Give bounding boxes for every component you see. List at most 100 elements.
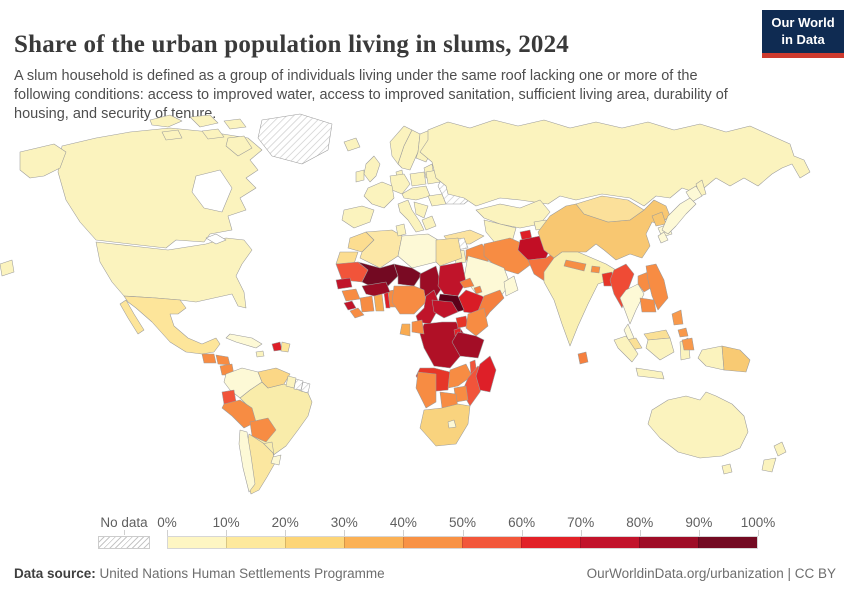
country-oman[interactable]	[503, 275, 519, 297]
country-dr-congo[interactable]	[419, 321, 465, 369]
country-philippines-mindanao[interactable]	[681, 337, 695, 351]
legend-tick-line-90%	[698, 530, 700, 536]
country-japan-kyushu[interactable]	[657, 231, 669, 244]
legend-cell-10%-20%[interactable]	[226, 537, 285, 548]
legend-cell-70%-80%[interactable]	[580, 537, 639, 548]
country-philippines-visayas[interactable]	[677, 327, 689, 338]
owid-logo[interactable]: Our World in Data	[762, 10, 844, 58]
country-united-kingdom[interactable]	[363, 155, 381, 183]
country-iceland[interactable]	[343, 137, 361, 152]
country-japan-honshu[interactable]	[661, 197, 697, 235]
country-spain-portugal[interactable]	[341, 205, 375, 229]
country-sudan[interactable]	[437, 261, 467, 297]
country-south-africa[interactable]	[419, 403, 471, 447]
country-australia-tasmania[interactable]	[721, 463, 733, 475]
country-guinea[interactable]	[341, 288, 361, 302]
country-poland[interactable]	[409, 171, 427, 187]
country-papua-new-guinea[interactable]	[721, 345, 751, 373]
country-haiti[interactable]	[271, 341, 283, 352]
legend-cell-0%-10%[interactable]	[168, 537, 226, 548]
country-senegal[interactable]	[335, 277, 353, 290]
country-ghana[interactable]	[373, 293, 385, 312]
country-russia[interactable]	[419, 119, 811, 207]
country-tanzania[interactable]	[451, 331, 485, 359]
country-tunisia[interactable]	[395, 223, 407, 237]
country-honduras[interactable]	[215, 354, 231, 366]
country-mongolia[interactable]	[575, 195, 645, 223]
country-madagascar[interactable]	[475, 355, 497, 393]
country-italy[interactable]	[397, 199, 425, 233]
country-sweden[interactable]	[397, 129, 421, 171]
country-kenya[interactable]	[465, 307, 489, 337]
country-canada-island[interactable]	[189, 114, 219, 128]
country-usa[interactable]	[95, 237, 253, 309]
country-indonesia-java[interactable]	[635, 367, 665, 380]
legend-cell-60%-70%[interactable]	[521, 537, 580, 548]
country-vietnam[interactable]	[645, 263, 669, 311]
country-canada-baffin[interactable]	[225, 135, 253, 157]
country-cote-divoire[interactable]	[359, 295, 375, 313]
country-libya[interactable]	[397, 233, 439, 269]
country-france[interactable]	[363, 181, 395, 209]
country-bhutan[interactable]	[590, 265, 601, 274]
legend-cell-80%-90%[interactable]	[639, 537, 698, 548]
country-venezuela[interactable]	[257, 367, 291, 389]
country-indonesia-papua[interactable]	[697, 345, 725, 371]
country-eritrea[interactable]	[459, 277, 475, 289]
country-nepal[interactable]	[563, 259, 587, 272]
country-jamaica[interactable]	[255, 350, 265, 358]
country-bolivia[interactable]	[249, 417, 277, 443]
country-namibia[interactable]	[415, 371, 437, 409]
country-lesotho[interactable]	[447, 419, 457, 429]
country-djibouti[interactable]	[473, 285, 483, 295]
legend-cell-30%-40%[interactable]	[344, 537, 403, 548]
country-canada-island[interactable]	[149, 114, 183, 128]
country-french-guiana[interactable]	[300, 381, 311, 394]
country-dominican-republic[interactable]	[280, 341, 291, 353]
country-sierra-leone[interactable]	[343, 300, 357, 311]
country-burkina-faso[interactable]	[361, 281, 391, 297]
country-nigeria[interactable]	[391, 285, 427, 315]
country-indonesia-borneo[interactable]	[645, 337, 675, 361]
country-russia-chukotka-sliver[interactable]	[0, 259, 15, 277]
legend-cell-20%-30%[interactable]	[285, 537, 344, 548]
country-gabon[interactable]	[399, 323, 411, 337]
country-new-zealand-south[interactable]	[761, 457, 777, 473]
country-cameroon[interactable]	[415, 289, 441, 325]
legend-cell-40%-50%[interactable]	[403, 537, 462, 548]
map-legend: No data 0% 10% 20% 30% 40% 50% 60% 70% 80% 90% 100…	[0, 514, 850, 556]
country-zambia[interactable]	[447, 363, 473, 389]
country-central-african-republic[interactable]	[431, 299, 459, 319]
country-usa-alaska[interactable]	[19, 143, 67, 179]
country-congo[interactable]	[411, 319, 425, 335]
country-cambodia[interactable]	[639, 297, 657, 313]
country-uruguay[interactable]	[270, 454, 282, 466]
country-indonesia-sumatra[interactable]	[613, 335, 639, 363]
country-sri-lanka[interactable]	[577, 351, 589, 365]
country-philippines-luzon[interactable]	[671, 309, 684, 326]
country-liberia[interactable]	[349, 307, 365, 319]
country-new-zealand-north[interactable]	[773, 441, 787, 457]
country-greenland[interactable]	[257, 113, 333, 165]
country-mexico-baja[interactable]	[119, 299, 145, 335]
country-egypt[interactable]	[435, 237, 463, 267]
legend-cell-50%-60%[interactable]	[462, 537, 521, 548]
country-cuba[interactable]	[225, 333, 263, 349]
legend-tick-line-80%	[639, 530, 641, 536]
legend-cell-90%-100%[interactable]	[698, 537, 757, 548]
country-kazakhstan[interactable]	[475, 199, 551, 229]
country-ireland[interactable]	[355, 169, 365, 183]
country-canada-island[interactable]	[161, 129, 183, 141]
legend-no-data-swatch[interactable]	[98, 536, 150, 549]
country-guatemala[interactable]	[201, 353, 217, 364]
country-chile[interactable]	[238, 429, 256, 493]
country-greece[interactable]	[421, 215, 437, 231]
country-canada-island[interactable]	[223, 118, 247, 130]
country-niger[interactable]	[393, 263, 423, 287]
country-canada-island[interactable]	[201, 128, 225, 140]
country-australia[interactable]	[647, 391, 749, 459]
country-mexico[interactable]	[123, 295, 221, 355]
attribution-link[interactable]: OurWorldinData.org/urbanization | CC BY	[586, 566, 836, 581]
country-balkans[interactable]	[413, 201, 429, 219]
country-peru[interactable]	[221, 399, 257, 429]
